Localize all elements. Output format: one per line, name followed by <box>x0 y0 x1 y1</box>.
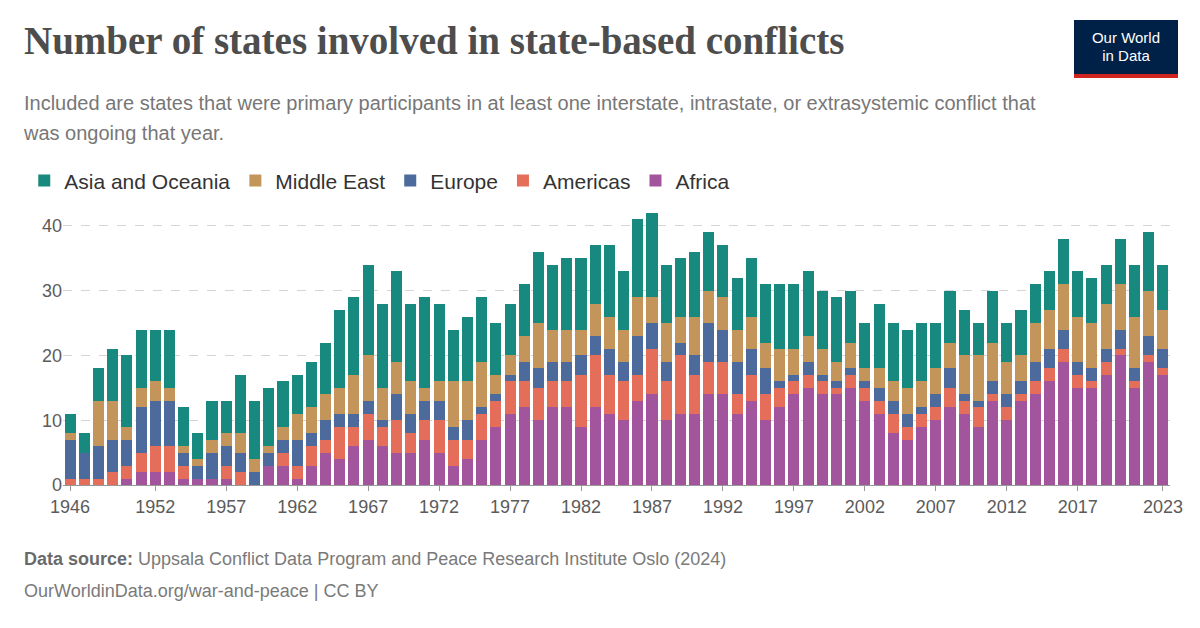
svg-text:30: 30 <box>42 281 62 301</box>
svg-text:1957: 1957 <box>206 497 246 517</box>
svg-text:1982: 1982 <box>561 497 601 517</box>
svg-text:1987: 1987 <box>632 497 672 517</box>
svg-text:1992: 1992 <box>703 497 743 517</box>
svg-text:1967: 1967 <box>348 497 388 517</box>
svg-text:Europe: Europe <box>430 170 498 193</box>
svg-text:Africa: Africa <box>675 170 729 193</box>
html-text:Included are states that were: Included are states that were primary pa… <box>24 92 1036 144</box>
html-text:OurWorldinData.org/war-and-pea: OurWorldinData.org/war-and-peace | CC BY <box>24 581 379 601</box>
svg-text:20: 20 <box>42 346 62 366</box>
html-text:Number of states involved in s: Number of states involved in state-based… <box>24 19 845 62</box>
svg-text:1977: 1977 <box>490 497 530 517</box>
svg-text:1952: 1952 <box>135 497 175 517</box>
html-text:Data source: Uppsala Conflict: Data source: Uppsala Conflict Data Progr… <box>24 549 727 569</box>
svg-text:1972: 1972 <box>419 497 459 517</box>
svg-text:2017: 2017 <box>1058 497 1098 517</box>
svg-text:1962: 1962 <box>277 497 317 517</box>
svg-text:10: 10 <box>42 411 62 431</box>
svg-text:Americas: Americas <box>543 170 631 193</box>
html-text:Our World: Our World <box>1092 29 1160 46</box>
html-text:in Data: in Data <box>1102 47 1150 64</box>
svg-text:2023: 2023 <box>1143 497 1183 517</box>
svg-text:Middle East: Middle East <box>275 170 385 193</box>
svg-text:1946: 1946 <box>50 497 90 517</box>
svg-text:40: 40 <box>42 216 62 236</box>
svg-text:2007: 2007 <box>916 497 956 517</box>
svg-text:2002: 2002 <box>845 497 885 517</box>
svg-text:2012: 2012 <box>987 497 1027 517</box>
svg-text:1997: 1997 <box>774 497 814 517</box>
svg-text:0: 0 <box>52 475 62 495</box>
svg-text:Asia and Oceania: Asia and Oceania <box>64 170 230 193</box>
